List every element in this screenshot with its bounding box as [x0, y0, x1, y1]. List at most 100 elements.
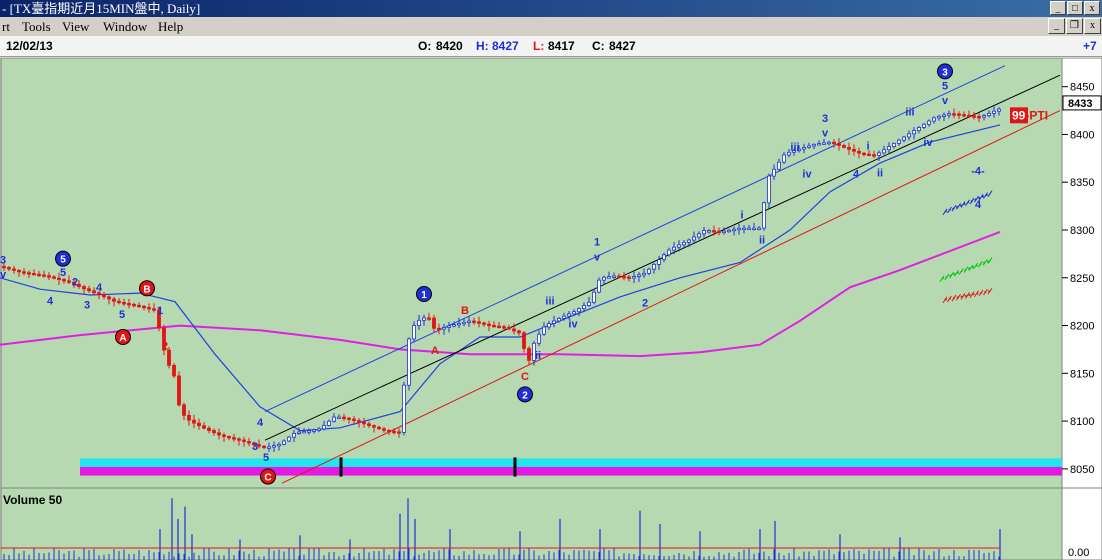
- candle-body: [392, 430, 396, 434]
- green-projection-hatch: [953, 270, 959, 277]
- candle-body: [987, 112, 991, 116]
- cyan-band: [80, 458, 1062, 467]
- candle-body: [412, 325, 416, 340]
- ma-long-line: [0, 230, 1001, 358]
- mdi-close-button[interactable]: x: [1084, 18, 1101, 34]
- candle-body: [142, 305, 146, 309]
- pti-marker-label: 99-PTI: [1012, 108, 1048, 122]
- mdi-restore-button[interactable]: ❐: [1066, 18, 1083, 34]
- wave-label: 5: [942, 81, 948, 93]
- wave-label: v: [0, 269, 7, 281]
- candle-body: [777, 161, 781, 170]
- menu-chart[interactable]: rt: [2, 19, 10, 34]
- candle-body: [127, 302, 131, 306]
- candle-body: [432, 317, 436, 329]
- red-projection-hatch: [947, 295, 952, 303]
- wave-label: A: [431, 345, 439, 357]
- open-value: 8420: [436, 39, 463, 53]
- wave-label: ii: [759, 234, 765, 246]
- candle-body: [977, 116, 981, 119]
- volume-chart-panel[interactable]: Volume 50 0.00: [0, 488, 1102, 560]
- candle-body: [72, 281, 76, 285]
- candle-body: [817, 143, 821, 146]
- candle-body: [717, 230, 721, 234]
- candle-body: [907, 133, 911, 138]
- wave-circle-marker: [115, 329, 131, 346]
- candle-body: [77, 283, 81, 287]
- wave-label: i: [740, 210, 743, 222]
- wave-label: ii: [877, 167, 883, 179]
- candle-body: [317, 428, 321, 431]
- candle-body: [812, 143, 816, 147]
- blue-projection-hatch: [987, 190, 993, 197]
- ohlc-infobar: 12/02/13 O: 8420 H: 8427 L: 8417 C: 8427…: [0, 36, 1102, 57]
- candle-body: [767, 175, 771, 204]
- wave-label: 4: [47, 296, 54, 308]
- candle-body: [762, 202, 766, 229]
- wave-label: iv: [802, 168, 812, 180]
- candle-body: [87, 288, 91, 292]
- candle-body: [697, 233, 701, 238]
- candle-body: [252, 442, 256, 446]
- candle-body: [897, 139, 901, 144]
- wave-label: 4: [257, 417, 264, 429]
- high-value: 8427: [492, 39, 519, 53]
- candle-body: [872, 154, 876, 157]
- candle-body: [52, 276, 56, 279]
- candle-body: [562, 315, 566, 319]
- candle-body: [352, 418, 356, 421]
- candle-body: [672, 246, 676, 251]
- candle-body: [357, 420, 361, 423]
- candle-body: [742, 227, 746, 230]
- candle-body: [377, 426, 381, 430]
- candle-body: [332, 416, 336, 422]
- candle-body: [67, 280, 71, 283]
- menu-window[interactable]: Window: [103, 19, 148, 34]
- candle-body: [967, 114, 971, 118]
- wave-label: iii: [790, 142, 799, 154]
- close-button[interactable]: x: [1084, 1, 1100, 15]
- mdi-minimize-button[interactable]: _: [1048, 18, 1065, 34]
- candle-body: [962, 114, 966, 117]
- wave-label: 3: [0, 254, 6, 266]
- maximize-button[interactable]: □: [1067, 1, 1083, 15]
- candle-body: [492, 324, 496, 328]
- wave-label: v: [594, 252, 601, 264]
- wave-label: 5: [60, 267, 66, 279]
- candle-body: [282, 440, 286, 445]
- candle-body: [512, 328, 516, 332]
- candle-body: [442, 327, 446, 330]
- candle-body: [507, 326, 511, 330]
- candle-body: [837, 143, 841, 146]
- candle-body: [902, 136, 906, 141]
- candle-body: [892, 142, 896, 147]
- candle-body: [752, 227, 756, 230]
- menu-help[interactable]: Help: [158, 19, 184, 34]
- window-title: - [TX臺指期近月15MIN盤中, Daily]: [2, 1, 201, 16]
- volume-chart[interactable]: Volume 50 0.00: [0, 488, 1102, 560]
- candle-body: [387, 429, 391, 433]
- candle-body: [517, 330, 521, 334]
- candle-body: [217, 432, 221, 436]
- candle-body: [727, 229, 731, 233]
- close-value: 8427: [609, 39, 636, 53]
- candle-body: [802, 147, 806, 150]
- wave-label: 2: [162, 340, 168, 352]
- wave-circle-marker: [260, 468, 276, 485]
- candle-body: [402, 384, 406, 433]
- menu-view[interactable]: View: [62, 19, 90, 34]
- candle-body: [627, 276, 631, 279]
- price-tick-label: 8250: [1070, 273, 1094, 285]
- candle-body: [732, 228, 736, 232]
- blue-projection-hatch: [983, 192, 988, 199]
- candle-body: [792, 150, 796, 153]
- price-tick-label: 8100: [1070, 416, 1094, 428]
- minimize-button[interactable]: _: [1050, 1, 1066, 15]
- candle-body: [342, 416, 346, 419]
- menu-tools[interactable]: Tools: [22, 19, 51, 34]
- candle-body: [242, 439, 246, 442]
- candle-body: [527, 348, 531, 361]
- green-projection-hatch: [958, 268, 964, 275]
